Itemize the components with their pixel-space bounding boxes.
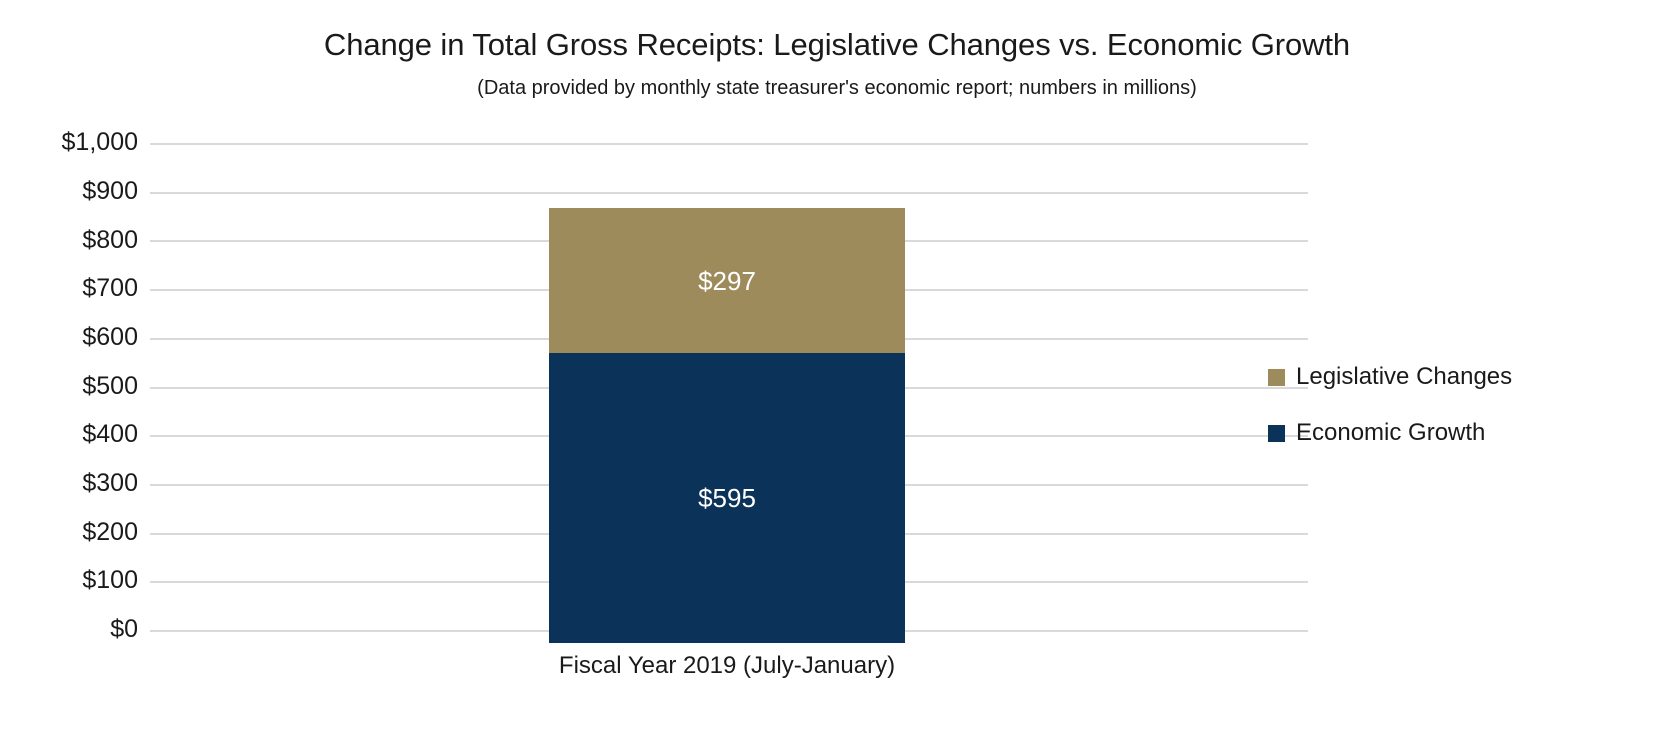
y-tick-label: $500 xyxy=(82,372,138,400)
y-tick-label: $100 xyxy=(82,566,138,594)
y-tick-label: $400 xyxy=(82,420,138,448)
y-tick-label: $200 xyxy=(82,518,138,546)
bar-segment-economic-growth[interactable]: $595 xyxy=(549,352,905,643)
chart-title: Change in Total Gross Receipts: Legislat… xyxy=(323,27,1351,62)
bar-data-label: $297 xyxy=(698,265,756,296)
legend-item-legislative-changes[interactable]: Legislative Changes xyxy=(1268,362,1512,392)
y-tick-label: $0 xyxy=(110,615,138,643)
gridline xyxy=(150,143,1308,145)
y-tick-label: $800 xyxy=(82,226,138,254)
legend-label: Legislative Changes xyxy=(1296,363,1513,390)
bar-segment-legislative-changes[interactable]: $297 xyxy=(549,208,905,353)
chart-subtitle: (Data provided by monthly state treasure… xyxy=(477,77,1197,99)
legend-swatch-icon xyxy=(1268,368,1285,386)
y-tick-label: $600 xyxy=(82,323,138,351)
y-tick-label: $1,000 xyxy=(61,128,138,156)
legend-item-economic-growth[interactable]: Economic Growth xyxy=(1268,418,1512,448)
x-axis-label: Fiscal Year 2019 (July-January) xyxy=(558,652,896,679)
legend: Legislative Changes Economic Growth xyxy=(1268,362,1512,474)
legend-swatch-icon xyxy=(1268,424,1285,442)
bar-stack[interactable]: $297 $595 xyxy=(549,143,905,643)
gridline xyxy=(150,191,1308,194)
y-tick-label: $300 xyxy=(82,469,138,497)
bar-data-label: $595 xyxy=(698,482,756,513)
legend-label: Economic Growth xyxy=(1296,419,1486,446)
y-tick-label: $900 xyxy=(82,177,138,205)
y-tick-label: $700 xyxy=(82,274,138,302)
